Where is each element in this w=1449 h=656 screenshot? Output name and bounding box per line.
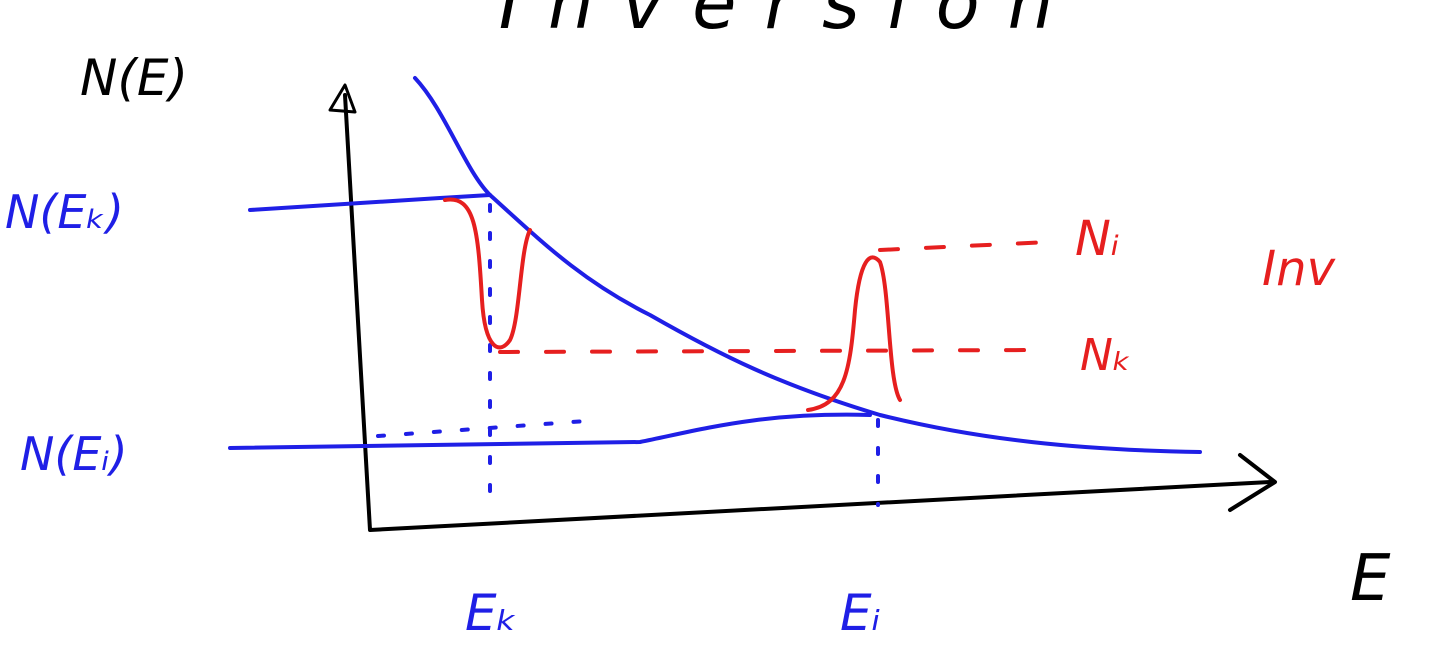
energy-k-label: Eₖ xyxy=(465,584,518,642)
inversion-note: Inv xyxy=(1262,241,1336,297)
lower-population-label: Nₖ xyxy=(1080,330,1132,381)
upper-population-label: Nᵢ xyxy=(1075,211,1119,267)
population-peak xyxy=(808,257,900,410)
y-arrow xyxy=(330,85,355,112)
dotted-guides xyxy=(378,205,878,505)
upper-level-label: N(Eₖ) xyxy=(5,185,124,239)
x-axis-label: E xyxy=(1350,542,1391,616)
diagram: Inversion N(E) E N(Eₖ) N(Eᵢ) Nᵢ Nₖ Inv E… xyxy=(0,0,1449,656)
title: Inversion xyxy=(499,0,1082,45)
energy-i-label: Eᵢ xyxy=(840,584,881,642)
dashed-population-lines xyxy=(500,242,1050,352)
y-axis-label: N(E) xyxy=(80,49,188,107)
lower-level-label: N(Eᵢ) xyxy=(20,427,128,481)
lower-level-line xyxy=(230,415,870,448)
upper-level-line xyxy=(250,195,490,210)
